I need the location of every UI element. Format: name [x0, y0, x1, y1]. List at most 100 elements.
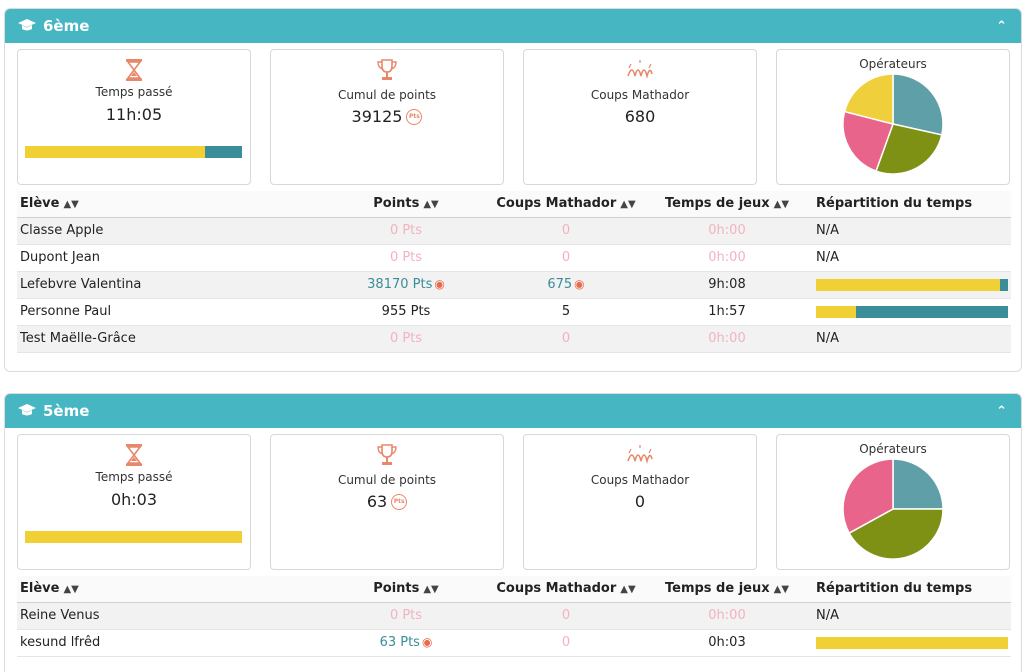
cell-points: 0 Pts: [321, 217, 491, 245]
card-label: Cumul de points: [337, 88, 437, 102]
cell-coups: 0: [491, 325, 641, 353]
pie-slice-2: [842, 458, 894, 535]
card-label: Coups Mathador: [590, 473, 690, 487]
students-table: Elève ▲︎▼︎ Points ▲︎▼︎ Coups Mathador ▲︎▼︎ …: [17, 191, 1011, 353]
sort-icon[interactable]: ▲︎▼︎: [423, 584, 439, 596]
repartition-value: N/A: [816, 250, 839, 265]
pie-slice-3: [843, 73, 894, 125]
time-split-bar: [816, 636, 1008, 649]
sort-icon[interactable]: ▲︎▼︎: [620, 584, 636, 596]
cell-repartition: N/A: [813, 325, 1011, 353]
card-label: Opérateurs: [859, 57, 927, 71]
bar-yellow: [25, 146, 206, 158]
cell-coups: 0: [491, 244, 641, 272]
cell-temps: 0h:00: [641, 602, 813, 630]
chevron-up-icon[interactable]: ⌃: [996, 18, 1007, 34]
medal-icon: ◉: [421, 635, 433, 649]
cell-eleve: Lefebvre Valentina: [17, 271, 321, 299]
pie-slice-2: [842, 110, 894, 173]
card-value: 11h:05: [105, 105, 163, 124]
cell-coups: 0: [491, 629, 641, 657]
cell-repartition: [813, 298, 1011, 326]
card-value: 0h:03: [110, 490, 158, 509]
operators-pie-chart: [842, 73, 944, 175]
sort-icon[interactable]: ▲︎▼︎: [423, 199, 439, 211]
cell-repartition: [813, 629, 1011, 657]
cell-temps: 1h:57: [641, 298, 813, 326]
pie-slice-0: [892, 458, 944, 510]
cell-eleve: Dupont Jean: [17, 244, 321, 272]
pie-slice-1: [848, 508, 944, 560]
table-row[interactable]: Reine Venus 0 Pts 0 0h:00 N/A: [17, 602, 1011, 630]
cell-points: 0 Pts: [321, 325, 491, 353]
cell-eleve: Reine Venus: [17, 602, 321, 630]
card-label: Temps passé: [95, 85, 173, 99]
sort-icon[interactable]: ▲︎▼︎: [63, 199, 79, 211]
col-temps[interactable]: Temps de jeux ▲︎▼︎: [641, 576, 813, 603]
cell-points: 955 Pts: [321, 298, 491, 326]
card-cumul-points: Cumul de points 39125 Pts: [270, 49, 504, 185]
cell-repartition: N/A: [813, 244, 1011, 272]
repartition-value: N/A: [816, 608, 839, 623]
card-coups-mathador: Coups Mathador 0: [523, 434, 757, 570]
card-cumul-points: Cumul de points 63 Pts: [270, 434, 504, 570]
card-label: Opérateurs: [859, 442, 927, 456]
col-eleve[interactable]: Elève ▲︎▼︎: [17, 576, 321, 603]
table-row[interactable]: Test Maëlle-Grâce 0 Pts 0 0h:00 N/A: [17, 325, 1011, 353]
bar-teal: [205, 146, 242, 158]
cell-repartition: N/A: [813, 602, 1011, 630]
pts-badge: Pts: [391, 494, 408, 510]
col-temps[interactable]: Temps de jeux ▲︎▼︎: [641, 191, 813, 218]
panel-title: 6ème: [43, 17, 90, 35]
cell-eleve: Test Maëlle-Grâce: [17, 325, 321, 353]
cell-temps: 0h:00: [641, 217, 813, 245]
students-table: Elève ▲︎▼︎ Points ▲︎▼︎ Coups Mathador ▲︎▼︎ …: [17, 576, 1011, 657]
col-eleve[interactable]: Elève ▲︎▼︎: [17, 191, 321, 218]
repartition-value: N/A: [816, 331, 839, 346]
card-label: Cumul de points: [337, 473, 437, 487]
col-points[interactable]: Points ▲︎▼︎: [321, 191, 491, 218]
medal-icon: ◉: [574, 277, 585, 291]
class-panel-6eme: 6ème ⌃ Temps passé 11h:05 Cumul de point…: [4, 8, 1022, 372]
time-split-bar: [816, 278, 1008, 291]
cell-points: 38170 Pts ◉: [321, 271, 491, 299]
bar-teal: [856, 305, 1008, 318]
sort-icon[interactable]: ▲︎▼︎: [773, 584, 790, 596]
col-coups[interactable]: Coups Mathador ▲︎▼︎: [491, 191, 641, 218]
cell-coups: 675 ◉: [491, 271, 641, 299]
mathador-logo-icon: [627, 445, 653, 465]
card-value: 680: [624, 107, 656, 126]
cell-temps: 0h:03: [641, 629, 813, 657]
time-split-bar: [25, 146, 242, 158]
hourglass-icon: [126, 444, 142, 466]
pie-slice-1: [875, 123, 943, 175]
pie-slice-0: [892, 73, 944, 136]
card-value: 39125 Pts: [271, 107, 503, 126]
sort-icon[interactable]: ▲︎▼︎: [620, 199, 636, 211]
card-coups-mathador: Coups Mathador 680: [523, 49, 757, 185]
cell-points: 63 Pts ◉: [321, 629, 491, 657]
table-row[interactable]: Classe Apple 0 Pts 0 0h:00 N/A: [17, 217, 1011, 245]
table-row[interactable]: Lefebvre Valentina 38170 Pts ◉ 675 ◉ 9h:08: [17, 271, 1011, 299]
cell-repartition: N/A: [813, 217, 1011, 245]
sort-icon[interactable]: ▲︎▼︎: [773, 199, 790, 211]
chevron-up-icon[interactable]: ⌃: [996, 403, 1007, 419]
cell-temps: 0h:00: [641, 325, 813, 353]
card-label: Coups Mathador: [590, 88, 690, 102]
hourglass-icon: [126, 59, 142, 81]
pts-badge: Pts: [406, 109, 423, 125]
class-panel-5eme: 5ème ⌃ Temps passé 0h:03 Cumul de points…: [4, 393, 1022, 672]
sort-icon[interactable]: ▲︎▼︎: [63, 584, 79, 596]
panel-header[interactable]: 6ème ⌃: [5, 9, 1021, 43]
col-points[interactable]: Points ▲︎▼︎: [321, 576, 491, 603]
panel-title: 5ème: [43, 402, 90, 420]
bar-yellow: [25, 531, 242, 543]
table-row[interactable]: kesund lfrêd 63 Pts ◉ 0 0h:03: [17, 629, 1011, 657]
cell-temps: 0h:00: [641, 244, 813, 272]
graduation-cap-icon: [18, 19, 36, 31]
panel-header[interactable]: 5ème ⌃: [5, 394, 1021, 428]
col-coups[interactable]: Coups Mathador ▲︎▼︎: [491, 576, 641, 603]
cell-eleve: kesund lfrêd: [17, 629, 321, 657]
table-row[interactable]: Dupont Jean 0 Pts 0 0h:00 N/A: [17, 244, 1011, 272]
table-row[interactable]: Personne Paul 955 Pts 5 1h:57: [17, 298, 1011, 326]
